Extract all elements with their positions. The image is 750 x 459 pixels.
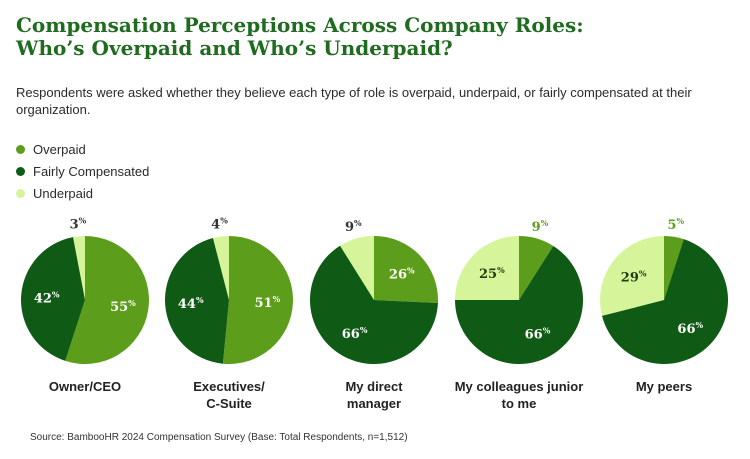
pie-slice-overpaid bbox=[374, 236, 439, 303]
pie-data-label-underpaid: 25% bbox=[479, 265, 505, 282]
pie-slice-underpaid bbox=[340, 236, 374, 300]
pie-data-label-fairly-compensated: 66% bbox=[525, 326, 551, 343]
pie-slice-overpaid bbox=[222, 236, 293, 364]
pie-slice-overpaid bbox=[664, 236, 684, 300]
pie-data-label-underpaid: 29% bbox=[621, 268, 647, 285]
pie-slice-fairly-compensated bbox=[455, 245, 583, 364]
legend-item-fairly-compensated: Fairly Compensated bbox=[16, 160, 149, 182]
pie-slice-underpaid bbox=[73, 236, 85, 300]
category-label-line: to me bbox=[501, 396, 537, 411]
category-label-line: My direct bbox=[345, 379, 403, 394]
pie-charts: 55% 42% 3% 51% 44% 4% 26% 66% 9% 9% 66% 25% 5% 66% 29% bbox=[21, 215, 729, 364]
source-note: Source: BambooHR 2024 Compensation Surve… bbox=[30, 432, 408, 443]
category-label-executives: Executives/ C-Suite bbox=[154, 378, 304, 412]
pie-data-label-overpaid: 55% bbox=[110, 298, 136, 315]
category-label-owner-ceo: Owner/CEO bbox=[10, 378, 160, 395]
pie-slice-fairly-compensated bbox=[165, 238, 229, 364]
pie-data-label-overpaid: 51% bbox=[255, 294, 281, 311]
legend-label-fairly-compensated: Fairly Compensated bbox=[33, 163, 150, 179]
pie-slice-fairly-compensated bbox=[310, 245, 438, 364]
category-label-direct-manager: My direct manager bbox=[299, 378, 449, 412]
pie-data-label-fairly-compensated: 66% bbox=[677, 320, 703, 337]
pie-data-label-underpaid: 4% bbox=[211, 216, 228, 233]
pie-slice-overpaid bbox=[65, 236, 150, 364]
pie-slice-underpaid bbox=[600, 236, 664, 316]
title-line-1: Compensation Perceptions Across Company … bbox=[16, 13, 584, 37]
chart-subtitle: Respondents were asked whether they beli… bbox=[16, 85, 692, 117]
category-label-line: My colleagues junior bbox=[454, 379, 584, 394]
pie-data-label-overpaid: 5% bbox=[667, 216, 684, 233]
chart-title: Compensation Perceptions Across Company … bbox=[16, 14, 736, 60]
pie-slice-fairly-compensated bbox=[21, 237, 86, 361]
title-line-2: Who’s Overpaid and Who’s Underpaid? bbox=[16, 36, 453, 60]
pie-data-label-fairly-compensated: 42% bbox=[34, 290, 60, 307]
pie-slice-overpaid bbox=[519, 236, 554, 300]
legend-label-overpaid: Overpaid bbox=[33, 141, 86, 157]
legend-item-underpaid: Underpaid bbox=[16, 182, 149, 204]
category-label-line: Owner/CEO bbox=[48, 379, 122, 394]
pie-slice-underpaid bbox=[455, 236, 519, 300]
pie-slice-underpaid bbox=[212, 236, 229, 300]
category-label-line: My peers bbox=[635, 379, 693, 394]
pie-data-label-fairly-compensated: 44% bbox=[178, 295, 204, 312]
legend-swatch-overpaid bbox=[16, 144, 25, 154]
pie-data-label-underpaid: 3% bbox=[70, 215, 87, 232]
category-label-line: C-Suite bbox=[206, 396, 252, 411]
legend: Overpaid Fairly Compensated Underpaid bbox=[16, 138, 149, 204]
legend-item-overpaid: Overpaid bbox=[16, 138, 149, 160]
category-label-line: Executives/ bbox=[193, 379, 265, 394]
pie-data-label-overpaid: 26% bbox=[389, 265, 415, 282]
pie-data-label-underpaid: 9% bbox=[345, 218, 362, 235]
pie-slice-fairly-compensated bbox=[602, 239, 729, 364]
legend-swatch-fairly-compensated bbox=[16, 166, 25, 176]
legend-swatch-underpaid bbox=[16, 188, 25, 198]
pie-data-label-overpaid: 9% bbox=[532, 218, 549, 235]
category-label-colleagues-junior: My colleagues junior to me bbox=[444, 378, 594, 412]
category-label-peers: My peers bbox=[589, 378, 739, 395]
category-label-line: manager bbox=[346, 396, 402, 411]
legend-label-underpaid: Underpaid bbox=[33, 185, 93, 201]
pie-data-label-fairly-compensated: 66% bbox=[342, 325, 368, 342]
